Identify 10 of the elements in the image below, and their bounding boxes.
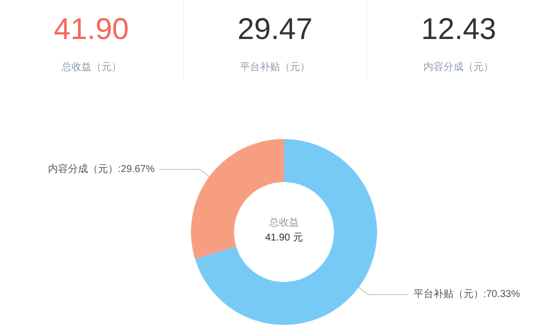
text: 41.90 元	[265, 232, 303, 244]
text: 29.47	[236, 12, 314, 48]
slice-label: 内容分成（元）:29.67%	[48, 162, 155, 175]
text: 平台补贴（元）	[239, 60, 311, 74]
text: 12.43	[420, 12, 498, 48]
text: 41.90	[52, 12, 130, 48]
text: 总收益（元）	[60, 60, 122, 74]
slice-label: 平台补贴（元）:70.33%	[413, 288, 520, 300]
text: 总收益	[268, 216, 299, 228]
text: 内容分成（元）	[422, 60, 495, 74]
